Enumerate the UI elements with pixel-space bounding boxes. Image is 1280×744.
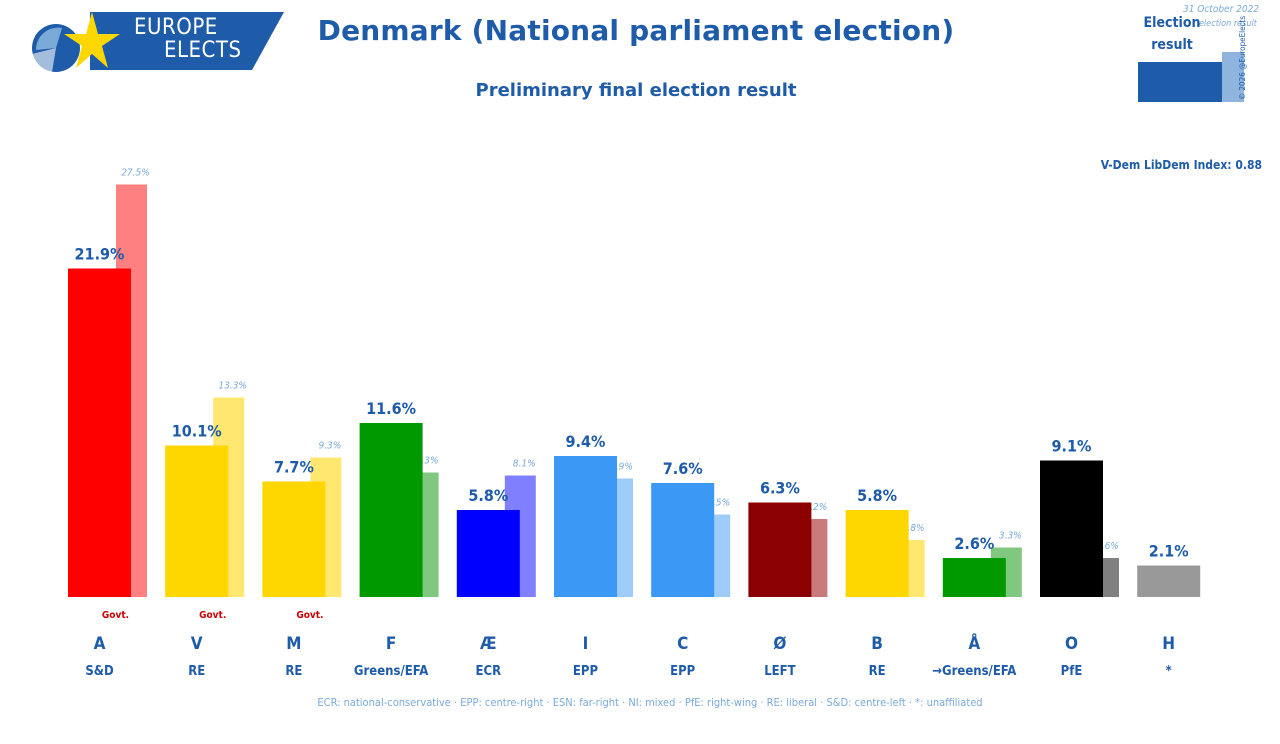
group-label-2: RE bbox=[285, 664, 302, 679]
group-label-0: S&D bbox=[85, 664, 114, 679]
group-label-5: EPP bbox=[573, 664, 599, 679]
current-bar-7 bbox=[748, 502, 812, 597]
previous-value-label-3: 8.3% bbox=[416, 456, 439, 467]
previous-value-label-0: 27.5% bbox=[121, 168, 150, 179]
party-label-5: I bbox=[583, 634, 589, 654]
current-value-label-3: 11.6% bbox=[366, 399, 416, 418]
current-value-label-6: 7.6% bbox=[663, 459, 703, 478]
group-label-9: →Greens/EFA bbox=[932, 664, 1016, 679]
party-label-7: Ø bbox=[773, 634, 786, 654]
star-icon bbox=[64, 12, 120, 68]
logo-line-2: ELECTS bbox=[164, 38, 242, 63]
previous-value-label-8: 3.8% bbox=[902, 523, 925, 534]
govt-label-1: Govt. bbox=[199, 610, 226, 621]
group-label-8: RE bbox=[869, 664, 886, 679]
current-bar-11 bbox=[1137, 565, 1201, 597]
current-value-label-5: 9.4% bbox=[566, 432, 606, 451]
party-label-1: V bbox=[191, 634, 203, 654]
previous-value-label-6: 5.5% bbox=[707, 498, 730, 509]
previous-value-label-4: 8.1% bbox=[513, 459, 536, 470]
party-label-10: O bbox=[1065, 634, 1078, 654]
party-label-0: A bbox=[94, 634, 106, 654]
current-bar-4 bbox=[456, 510, 520, 597]
party-label-9: Å bbox=[968, 631, 980, 654]
party-label-8: B bbox=[871, 634, 883, 654]
chart-title: Denmark (National parliament election) bbox=[317, 14, 955, 47]
group-label-3: Greens/EFA bbox=[354, 664, 428, 679]
govt-label-0: Govt. bbox=[102, 610, 129, 621]
previous-value-label-2: 9.3% bbox=[318, 441, 341, 452]
previous-value-label-5: 7.9% bbox=[610, 462, 633, 473]
group-label-6: EPP bbox=[670, 664, 696, 679]
current-value-label-8: 5.8% bbox=[857, 486, 897, 505]
legend-previous-label: election result bbox=[1199, 19, 1257, 29]
party-label-3: F bbox=[386, 634, 396, 654]
legend-current-label: Election result bbox=[1143, 15, 1201, 53]
legend-current-swatch bbox=[1138, 62, 1222, 102]
previous-value-label-10: 2.6% bbox=[1096, 541, 1119, 552]
group-label-7: LEFT bbox=[764, 664, 795, 679]
europe-elects-logo: EUROPE ELECTS bbox=[22, 10, 284, 72]
current-bar-5 bbox=[554, 456, 617, 597]
chart-subtitle: Preliminary final election result bbox=[475, 80, 797, 101]
current-value-label-0: 21.9% bbox=[75, 245, 125, 264]
legend-previous-date: 31 October 2022 bbox=[1182, 4, 1260, 15]
current-value-label-7: 6.3% bbox=[760, 479, 800, 498]
party-label-11: H bbox=[1162, 634, 1175, 654]
vdem-index: V-Dem LibDem Index: 0.88 bbox=[1100, 158, 1262, 172]
legend: 31 October 2022 Election result election… bbox=[1136, 4, 1276, 104]
party-label-4: Æ bbox=[480, 634, 497, 654]
logo-line-1: EUROPE bbox=[134, 15, 218, 40]
group-label-1: RE bbox=[188, 664, 205, 679]
previous-value-label-7: 5.2% bbox=[804, 502, 827, 513]
current-bar-8 bbox=[845, 510, 909, 597]
group-label-11: * bbox=[1166, 664, 1172, 679]
legend-previous-swatch bbox=[1222, 52, 1244, 102]
current-bar-6 bbox=[651, 483, 715, 597]
current-value-label-4: 5.8% bbox=[468, 486, 508, 505]
party-label-2: M bbox=[286, 634, 301, 654]
current-bar-1 bbox=[165, 445, 229, 597]
current-bar-3 bbox=[359, 423, 423, 597]
previous-value-label-9: 3.3% bbox=[999, 531, 1022, 542]
footnote: ECR: national-conservative · EPP: centre… bbox=[317, 696, 983, 709]
current-value-label-2: 7.7% bbox=[274, 458, 314, 477]
current-value-label-10: 9.1% bbox=[1052, 437, 1092, 456]
logo-banner-graphic bbox=[32, 12, 284, 72]
current-bar-9 bbox=[942, 558, 1006, 597]
current-value-label-11: 2.1% bbox=[1149, 542, 1189, 561]
current-value-label-1: 10.1% bbox=[172, 422, 222, 441]
group-label-4: ECR bbox=[476, 664, 502, 679]
current-bar-2 bbox=[262, 481, 326, 597]
govt-label-2: Govt. bbox=[296, 610, 323, 621]
current-bar-10 bbox=[1040, 460, 1103, 597]
previous-value-label-1: 13.3% bbox=[218, 381, 247, 392]
current-bar-0 bbox=[68, 268, 131, 597]
party-label-6: C bbox=[677, 634, 688, 654]
group-label-10: PfE bbox=[1061, 664, 1083, 679]
current-value-label-9: 2.6% bbox=[954, 534, 994, 553]
